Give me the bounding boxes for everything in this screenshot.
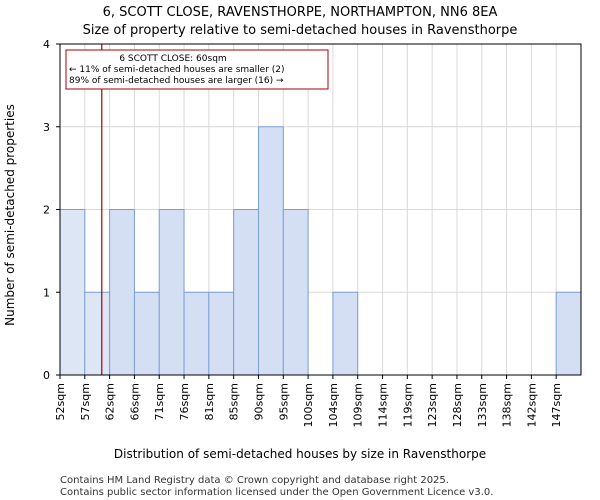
x-tick-label: 128sqm [451,383,464,427]
bar-147sqm [555,291,582,376]
bar-95sqm [282,209,309,376]
chart-title-line1: 6, SCOTT CLOSE, RAVENSTHORPE, NORTHAMPTO… [103,5,498,20]
bar-76sqm [183,291,210,376]
axes-layer [56,43,582,379]
y-tick-label: 1 [43,286,50,299]
x-tick-label: 66sqm [128,383,141,420]
annotation-box: 6 SCOTT CLOSE: 60sqm ← 11% of semi-detac… [65,49,329,90]
annotation-title: 6 SCOTT CLOSE: 60sqm [119,54,226,64]
x-tick-label: 104sqm [327,383,340,427]
bar-62sqm [109,209,135,376]
annotation-border [65,49,329,90]
x-tick-label: 95sqm [277,383,290,420]
x-tick-label: 90sqm [252,383,265,420]
x-tick-label: 81sqm [203,383,216,420]
y-tick-label: 3 [43,121,50,134]
annotation-larger: 89% of semi-detached houses are larger (… [69,76,284,86]
bar-52sqm [59,209,86,376]
bar-90sqm [257,126,284,376]
x-tick-label: 123sqm [426,383,439,427]
y-tick-labels: 0 1 2 3 4 [43,38,50,382]
bar-66sqm [133,291,160,376]
x-tick-label: 109sqm [352,383,365,427]
footer-copyright: Contains HM Land Registry data © Crown c… [60,475,449,486]
annotation-smaller: ← 11% of semi-detached houses are smalle… [69,65,285,75]
bar-85sqm [233,209,259,376]
x-axis-label: Distribution of semi-detached houses by … [114,447,486,461]
x-tick-label: 57sqm [79,383,92,420]
y-tick-label: 2 [43,204,50,217]
x-tick-label: 85sqm [228,383,241,420]
bar-57sqm [84,291,111,376]
x-tick-labels: 52sqm 57sqm 62sqm 66sqm 71sqm 76sqm 81sqm 85sqm… [54,383,563,427]
x-tick-label: 147sqm [550,383,563,427]
bar-71sqm [158,209,185,376]
x-tick-label: 138sqm [501,383,514,427]
x-tick-label: 119sqm [401,383,414,427]
y-tick-label: 4 [43,38,50,51]
x-tick-label: 114sqm [377,383,390,427]
x-tick-label: 52sqm [54,383,67,420]
footer-licence: Contains public sector information licen… [60,487,493,498]
x-tick-label: 133sqm [476,383,489,427]
bars-layer [59,126,582,376]
y-axis-label: Number of semi-detached properties [3,104,17,326]
chart-title-line2: Size of property relative to semi-detach… [83,23,518,38]
x-tick-label: 100sqm [302,383,315,427]
x-tick-label: 71sqm [153,383,166,420]
bar-81sqm [208,291,235,376]
x-tick-label: 142sqm [525,383,538,427]
y-tick-label: 0 [43,369,50,382]
bar-104sqm [332,291,359,376]
x-tick-label: 76sqm [178,383,191,420]
x-tick-label: 62sqm [104,383,117,420]
